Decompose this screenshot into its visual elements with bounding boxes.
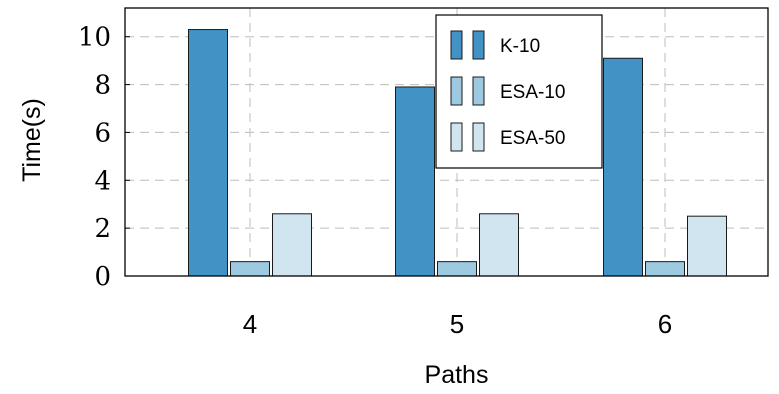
y-tick-label: 10 xyxy=(78,23,111,53)
bar xyxy=(188,29,228,277)
legend: K-10 ESA-10 ESA-50 xyxy=(435,14,603,169)
x-tick-label: 4 xyxy=(243,309,257,339)
legend-box xyxy=(435,14,603,169)
bar xyxy=(395,86,435,277)
axes xyxy=(124,7,769,277)
bar xyxy=(603,57,643,277)
legend-swatch-bar xyxy=(450,76,463,106)
bar xyxy=(437,261,477,277)
y-tick-label: 8 xyxy=(94,71,111,101)
legend-label: K-10 xyxy=(500,36,540,57)
bar xyxy=(645,261,685,277)
bar xyxy=(272,213,312,277)
legend-swatch-bar xyxy=(472,122,485,152)
bar xyxy=(687,215,727,277)
bar xyxy=(479,213,519,277)
x-tick-label: 5 xyxy=(450,309,464,339)
x-tick-label: 6 xyxy=(658,309,672,339)
legend-swatch-bar xyxy=(450,30,463,60)
y-tick-label: 6 xyxy=(94,118,111,148)
legend-swatch-bar xyxy=(450,122,463,152)
bar xyxy=(230,261,270,277)
legend-swatch-bar xyxy=(472,30,485,60)
bars xyxy=(188,29,727,277)
y-tick-label: 4 xyxy=(94,166,111,196)
y-tick-label: 2 xyxy=(94,214,111,244)
y-tick-label: 0 xyxy=(94,262,111,292)
plot-frame xyxy=(124,7,769,277)
legend-swatch-bar xyxy=(472,76,485,106)
x-axis-label: Paths xyxy=(425,361,489,389)
legend-label: ESA-10 xyxy=(500,82,565,103)
legend-label: ESA-50 xyxy=(500,128,565,149)
ticks: 0 2 4 6 8 10 4 5 6 xyxy=(78,23,672,339)
y-axis-label: Time(s) xyxy=(18,98,46,182)
